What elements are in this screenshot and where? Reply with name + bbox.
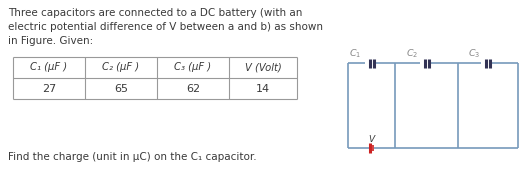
Text: Three capacitors are connected to a DC battery (with an: Three capacitors are connected to a DC b… <box>8 8 302 18</box>
Text: Find the charge (unit in μC) on the C₁ capacitor.: Find the charge (unit in μC) on the C₁ c… <box>8 152 257 162</box>
Text: C₃ (μF ): C₃ (μF ) <box>174 62 211 73</box>
Text: C₁ (μF ): C₁ (μF ) <box>30 62 67 73</box>
Text: 27: 27 <box>42 83 56 93</box>
Text: C₂ (μF ): C₂ (μF ) <box>102 62 139 73</box>
Text: V (Volt): V (Volt) <box>245 62 281 73</box>
Text: electric potential difference of V between a and b) as shown: electric potential difference of V betwe… <box>8 22 323 32</box>
Text: V: V <box>368 134 374 143</box>
Text: $C_1$: $C_1$ <box>349 48 362 60</box>
Text: 14: 14 <box>256 83 270 93</box>
Text: 65: 65 <box>114 83 128 93</box>
Text: $C_2$: $C_2$ <box>406 48 419 60</box>
Text: in Figure. Given:: in Figure. Given: <box>8 36 93 46</box>
Text: 62: 62 <box>186 83 200 93</box>
Text: $C_3$: $C_3$ <box>468 48 480 60</box>
